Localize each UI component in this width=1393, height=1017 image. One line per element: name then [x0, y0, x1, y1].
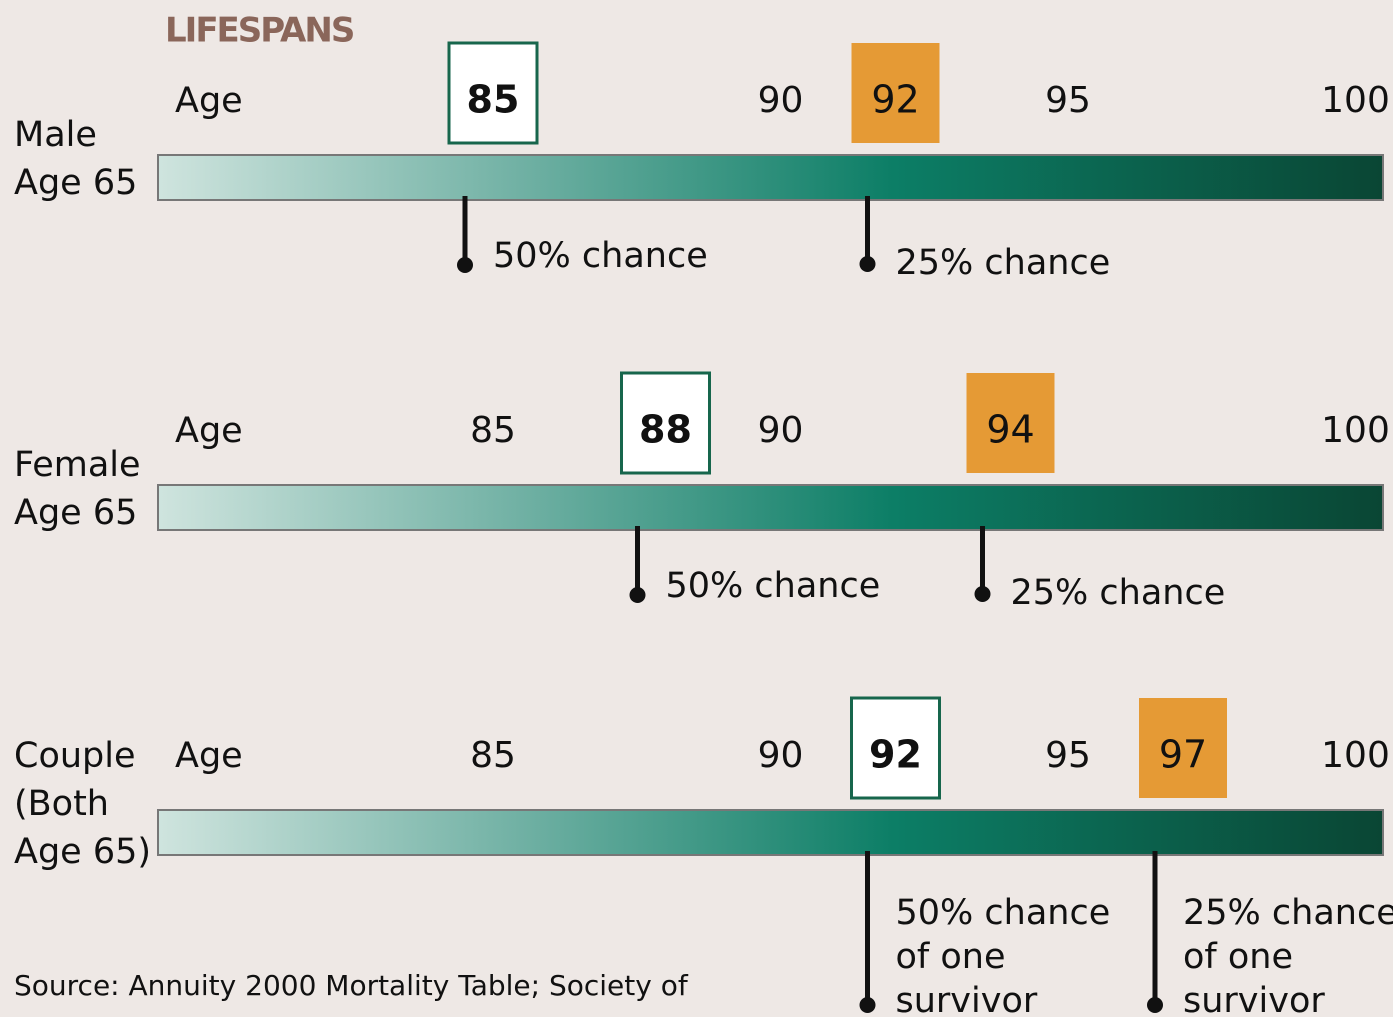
tick-label: 90 [758, 410, 804, 451]
tick-label: 90 [758, 735, 804, 776]
quartile-box [1139, 698, 1227, 798]
row-label: Age 65) [14, 832, 151, 872]
tick-label: 85 [470, 735, 516, 776]
age-bar [157, 484, 1384, 531]
axis-label: Age [175, 411, 243, 451]
quartile-value: 94 [986, 408, 1034, 452]
median-note: survivor [896, 981, 1038, 1017]
quartile-note: survivor [1183, 981, 1325, 1017]
quartile-marker-dot [974, 586, 991, 602]
quartile-value: 97 [1159, 733, 1207, 777]
age-bar [157, 154, 1384, 201]
axis-label: Age [175, 736, 243, 776]
quartile-note: 25% chance [1011, 573, 1226, 613]
median-value: 85 [467, 78, 520, 122]
quartile-note: of one [1183, 937, 1293, 977]
source: Source: Annuity 2000 Mortality Table; So… [14, 969, 689, 1002]
tick-label: 90 [758, 80, 804, 121]
tick-label: 100 [1321, 735, 1390, 776]
median-box [620, 371, 711, 475]
quartile-note: 25% chance [896, 243, 1111, 283]
tick-label: 95 [1045, 735, 1091, 776]
median-marker-dot [457, 257, 473, 273]
quartile-box [851, 43, 940, 143]
tick-label: 100 [1321, 80, 1390, 121]
median-note: 50% chance [493, 236, 708, 276]
row-label: Age 65 [14, 163, 137, 203]
row-label: Age 65 [14, 493, 137, 533]
tick-label: 85 [470, 410, 516, 451]
median-box [447, 41, 539, 145]
median-value: 92 [869, 733, 922, 777]
age-bar [157, 809, 1384, 856]
row-label: Male [14, 115, 97, 155]
tick-label: 100 [1321, 410, 1390, 451]
row-label: Couple [14, 736, 136, 776]
median-marker-dot [859, 997, 876, 1013]
title: LIFESPANS [165, 11, 353, 51]
axis-label: Age [175, 81, 243, 121]
quartile-marker-dot [859, 256, 876, 272]
median-note: of one [896, 937, 1006, 977]
median-value: 88 [639, 408, 692, 452]
quartile-value: 92 [871, 78, 919, 122]
quartile-marker-dot [1147, 997, 1163, 1013]
median-box [850, 696, 941, 800]
tick-label: 95 [1045, 80, 1091, 121]
median-note: 50% chance [666, 566, 881, 606]
row-label: (Both [14, 784, 109, 824]
quartile-box [966, 373, 1055, 473]
quartile-note: 25% chance [1183, 893, 1393, 933]
median-note: 50% chance [896, 893, 1111, 933]
median-marker-dot [629, 587, 646, 603]
row-label: Female [14, 445, 141, 485]
